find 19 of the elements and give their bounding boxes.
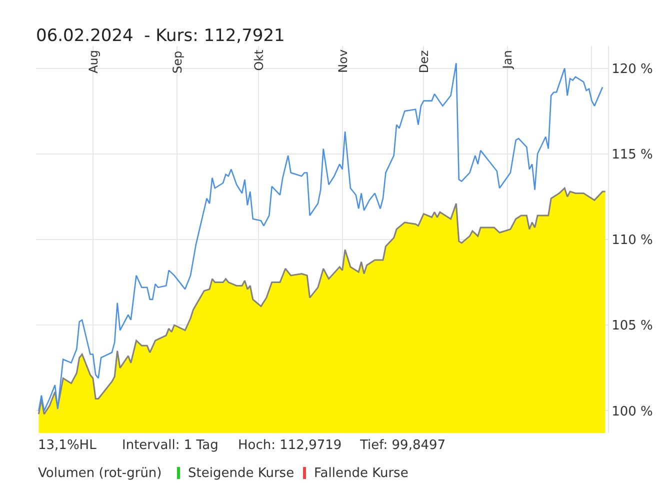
x-tick-label: Jan [500,50,515,70]
y-tick-label: 120 % [612,62,653,77]
x-tick-label: Aug [86,50,100,74]
text: Tief: 99,8497 [359,438,446,453]
y-tick-label: 100 % [612,404,653,420]
x-tick-label: Okt [252,49,266,71]
text: Volumen (rot-grün) [38,466,162,481]
y-tick-label: 110 % [612,233,653,248]
x-tick-label: Nov [336,49,350,73]
text: Steigende Kurse [188,466,294,481]
x-tick-label: Sep [170,50,184,74]
text: 13,1%HL [38,438,98,453]
y-tick-label: 105 % [612,318,653,334]
text: Fallende Kurse [314,466,408,481]
chart-title: 06.02.2024 - Kurs: 112,7921 [36,26,285,46]
x-tick-label: Dez [417,50,432,74]
text: Hoch: 112,9719 [238,438,342,453]
text: Intervall: 1 Tag [122,438,218,453]
y-tick-label: 115 % [612,147,653,162]
